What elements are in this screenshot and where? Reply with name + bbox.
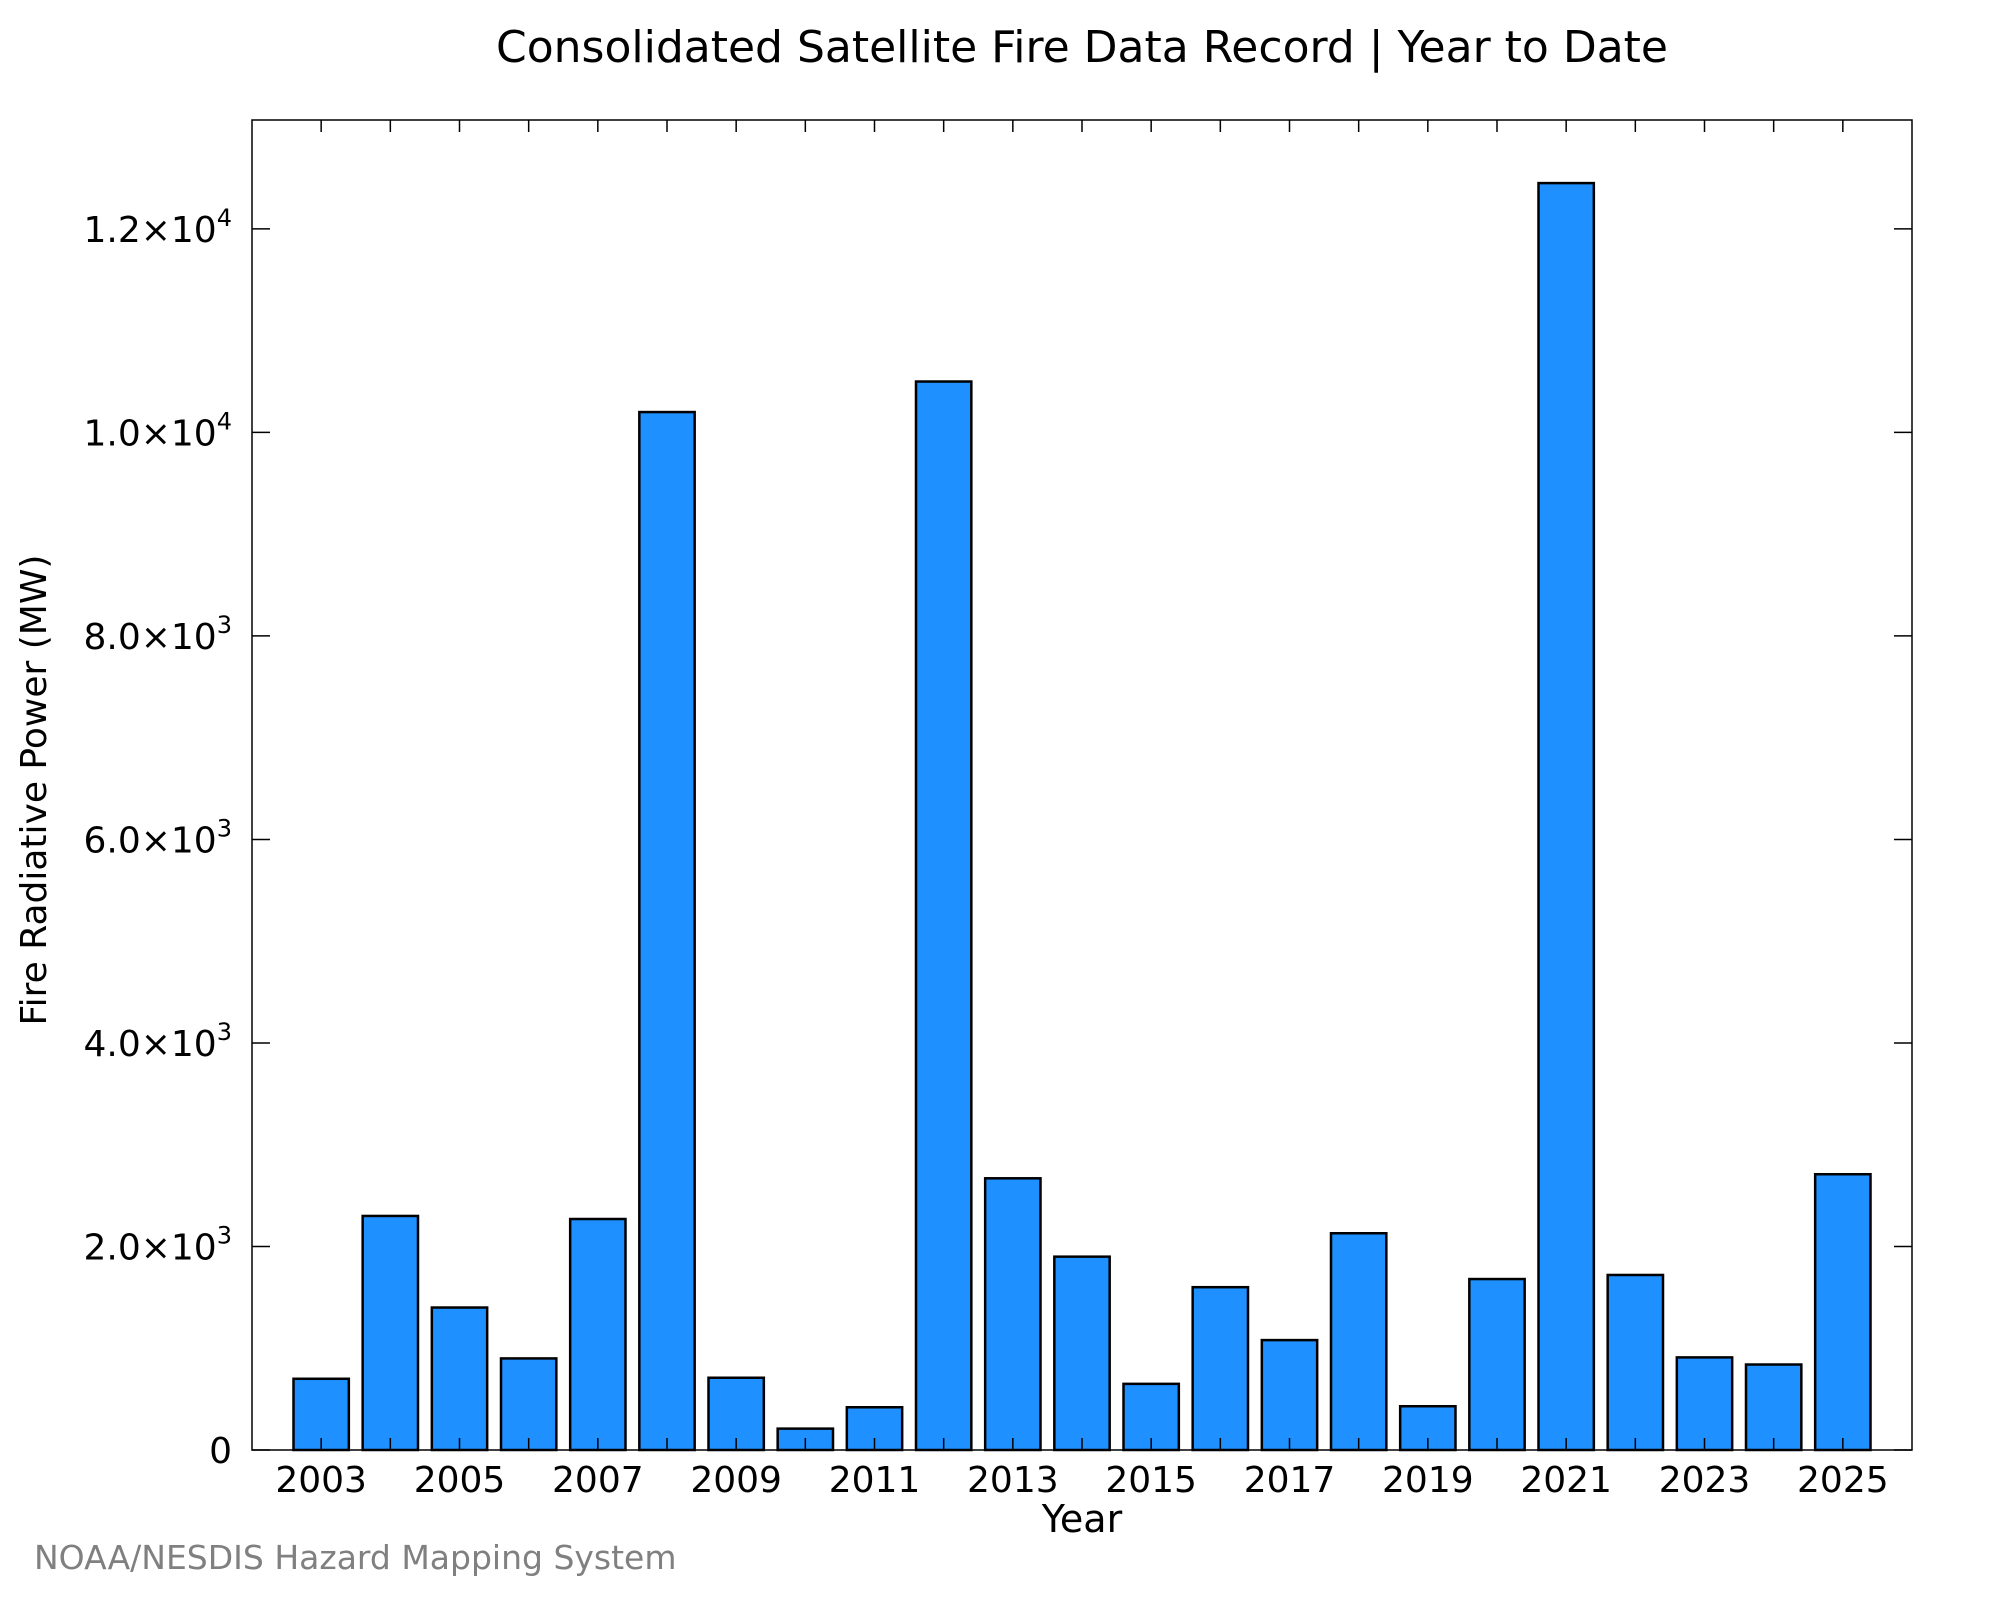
y-tick-label-12000: 1.2×104	[83, 204, 232, 251]
bar-2004	[361, 1214, 420, 1452]
bar-2009	[707, 1376, 766, 1452]
x-tick-label-2025: 2025	[1797, 1460, 1889, 1501]
y-tick-label-8000: 8.0×103	[83, 611, 232, 658]
y-tick-label-4000: 4.0×103	[83, 1018, 232, 1065]
bar-2023	[1675, 1356, 1734, 1452]
bar-2021	[1537, 181, 1596, 1452]
ticks-group: 2003 2005 2007 2009 2011 2013 2015 2017 2019 2021…	[83, 120, 1912, 1501]
y-axis-label: Fire Radiative Power (MW)	[14, 555, 55, 1026]
chart-title: Consolidated Satellite Fire Data Record …	[496, 22, 1668, 73]
bar-2025	[1813, 1172, 1872, 1452]
y-tick-label-2000: 2.0×103	[83, 1221, 232, 1268]
x-axis-label: Year	[1041, 1497, 1123, 1541]
bar-2013	[983, 1177, 1042, 1452]
x-tick-label-2005: 2005	[414, 1460, 506, 1501]
x-tick-label-2023: 2023	[1659, 1460, 1751, 1501]
bar-2012	[914, 380, 973, 1452]
y-tick-label-6000: 6.0×103	[83, 814, 232, 861]
bar-2008	[638, 410, 696, 1452]
x-tick-label-2017: 2017	[1244, 1460, 1336, 1501]
bar-2017	[1260, 1338, 1319, 1452]
plot-frame	[251, 119, 1913, 1451]
bar-2014	[1053, 1255, 1111, 1452]
bar-2007	[568, 1217, 627, 1452]
y-tick-label-0: 0	[209, 1431, 232, 1472]
x-tick-label-2021: 2021	[1520, 1460, 1612, 1501]
bar-2020	[1468, 1277, 1526, 1452]
x-tick-label-2009: 2009	[690, 1460, 782, 1501]
x-tick-label-2007: 2007	[552, 1460, 644, 1501]
x-tick-label-2015: 2015	[1105, 1460, 1197, 1501]
bar-2022	[1606, 1273, 1665, 1452]
x-tick-label-2019: 2019	[1382, 1460, 1474, 1501]
x-tick-label-2013: 2013	[967, 1460, 1059, 1501]
bars-group	[292, 181, 1872, 1452]
x-tick-label-2011: 2011	[829, 1460, 921, 1501]
bar-2005	[430, 1306, 489, 1452]
y-tick-label-10000: 1.0×104	[83, 407, 232, 454]
bar-2016	[1191, 1285, 1250, 1452]
bar-2024	[1744, 1363, 1803, 1452]
bar-2018	[1329, 1232, 1388, 1452]
x-tick-label-2003: 2003	[275, 1460, 367, 1501]
bar-2006	[499, 1357, 558, 1452]
credit-text: NOAA/NESDIS Hazard Mapping System	[34, 1538, 677, 1577]
